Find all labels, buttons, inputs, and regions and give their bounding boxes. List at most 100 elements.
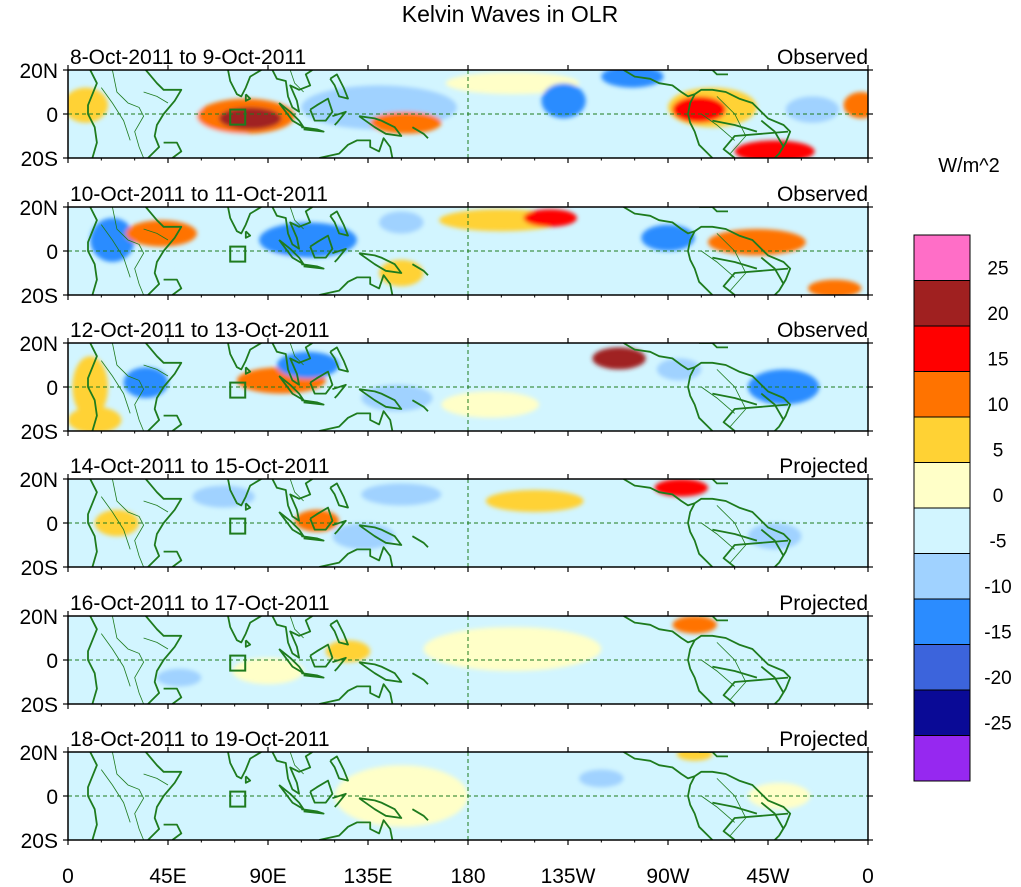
coastline bbox=[309, 779, 334, 804]
coastline bbox=[318, 410, 394, 431]
coastline bbox=[244, 502, 252, 511]
coastline bbox=[271, 479, 313, 522]
lat-label: 0 bbox=[46, 650, 58, 673]
coastline bbox=[87, 70, 98, 158]
coastline bbox=[722, 130, 789, 158]
coastline bbox=[163, 823, 183, 840]
country-border bbox=[143, 773, 169, 786]
country-border bbox=[143, 228, 169, 241]
panel-status: Observed bbox=[777, 183, 868, 206]
lat-label: 20S bbox=[21, 285, 58, 308]
anomaly-contour bbox=[379, 211, 424, 234]
country-border bbox=[289, 207, 304, 230]
lat-label: 0 bbox=[46, 104, 58, 127]
country-border bbox=[289, 70, 304, 93]
coastline bbox=[411, 126, 429, 139]
coastline bbox=[687, 93, 714, 158]
coastline bbox=[712, 801, 758, 815]
coastline bbox=[722, 812, 789, 840]
anomaly-contour bbox=[808, 279, 862, 295]
lon-label: 135E bbox=[343, 865, 392, 887]
panel-status: Projected bbox=[779, 728, 868, 751]
colorbar-swatch bbox=[913, 462, 971, 509]
coastline bbox=[329, 73, 349, 100]
coastline bbox=[329, 482, 349, 509]
anomaly-contour bbox=[641, 224, 695, 251]
coastline bbox=[227, 752, 262, 780]
coastline bbox=[712, 256, 758, 270]
coastlines bbox=[87, 343, 792, 431]
lon-label: 0 bbox=[62, 865, 74, 887]
coastline bbox=[687, 775, 714, 840]
colorbar: W/m^2 25 20 15 10 5 0 -5 -10 -15 -20 -25 bbox=[913, 155, 1012, 782]
map-panel: 20N 0 20S 10-Oct-2011 to 11-Oct-2011 Observe… bbox=[19, 183, 873, 308]
anomaly-contour bbox=[654, 479, 708, 497]
panel-status: Projected bbox=[779, 455, 868, 478]
colorbar-label: -15 bbox=[984, 623, 1011, 644]
lon-label: 45E bbox=[149, 865, 186, 887]
coastline bbox=[278, 239, 305, 266]
colorbar-swatch bbox=[913, 325, 971, 372]
lon-label: 90W bbox=[646, 865, 689, 887]
coastline bbox=[760, 119, 785, 148]
coastline bbox=[309, 234, 334, 259]
coastline bbox=[687, 502, 714, 567]
coastline bbox=[244, 230, 252, 239]
coastline bbox=[309, 370, 334, 395]
country-border bbox=[289, 616, 304, 639]
country-border bbox=[112, 70, 145, 158]
coastline bbox=[309, 506, 334, 531]
coastline bbox=[623, 752, 792, 840]
country-border bbox=[701, 795, 735, 823]
colorbar-swatch bbox=[913, 416, 971, 463]
coastline bbox=[227, 343, 262, 371]
coastlines bbox=[87, 479, 792, 567]
region-box bbox=[229, 245, 247, 263]
lat-label: 0 bbox=[46, 513, 58, 536]
country-border bbox=[701, 250, 735, 278]
coastline bbox=[760, 256, 785, 285]
coastlines bbox=[87, 70, 792, 158]
anomaly-contour bbox=[523, 209, 577, 227]
coastlines bbox=[87, 616, 792, 704]
lon-label: 45W bbox=[746, 865, 789, 887]
coastline bbox=[309, 97, 334, 122]
panel-status: Observed bbox=[777, 46, 868, 69]
country-border bbox=[112, 479, 145, 567]
coastline bbox=[163, 687, 183, 704]
anomaly-contour bbox=[579, 769, 624, 788]
coastline bbox=[278, 784, 305, 811]
country-border bbox=[289, 479, 304, 502]
coastline bbox=[271, 752, 313, 795]
colorbar-units: W/m^2 bbox=[938, 155, 1000, 177]
country-border bbox=[143, 500, 169, 513]
anomaly-contour bbox=[179, 253, 313, 284]
coastline bbox=[87, 343, 98, 431]
coastline bbox=[712, 528, 758, 542]
coastline bbox=[623, 70, 792, 158]
lat-label: 20N bbox=[19, 469, 58, 492]
colorbar-swatch bbox=[913, 553, 971, 600]
coastline bbox=[301, 263, 325, 270]
anomaly-contour bbox=[423, 627, 602, 671]
coastline bbox=[358, 797, 403, 819]
colorbar-swatch bbox=[913, 598, 971, 645]
colorbar-swatch bbox=[913, 507, 971, 554]
anomaly-contour bbox=[672, 616, 717, 634]
coastline bbox=[623, 479, 792, 567]
country-border bbox=[701, 386, 735, 414]
anomaly-contour bbox=[156, 789, 246, 825]
colorbar-label: 0 bbox=[993, 486, 1004, 507]
lat-label: 20S bbox=[21, 830, 58, 853]
coastline bbox=[145, 616, 183, 704]
colorbar-label: 5 bbox=[993, 441, 1004, 462]
anomaly-contour bbox=[192, 485, 255, 508]
panel-status: Projected bbox=[779, 592, 868, 615]
coastline bbox=[332, 519, 347, 535]
coastline bbox=[271, 70, 313, 113]
region-box bbox=[229, 790, 247, 808]
coastline bbox=[145, 207, 183, 295]
coastline bbox=[722, 403, 789, 431]
map-panel: 20N 0 20S 16-Oct-2011 to 17-Oct-2011 Project… bbox=[19, 592, 873, 717]
